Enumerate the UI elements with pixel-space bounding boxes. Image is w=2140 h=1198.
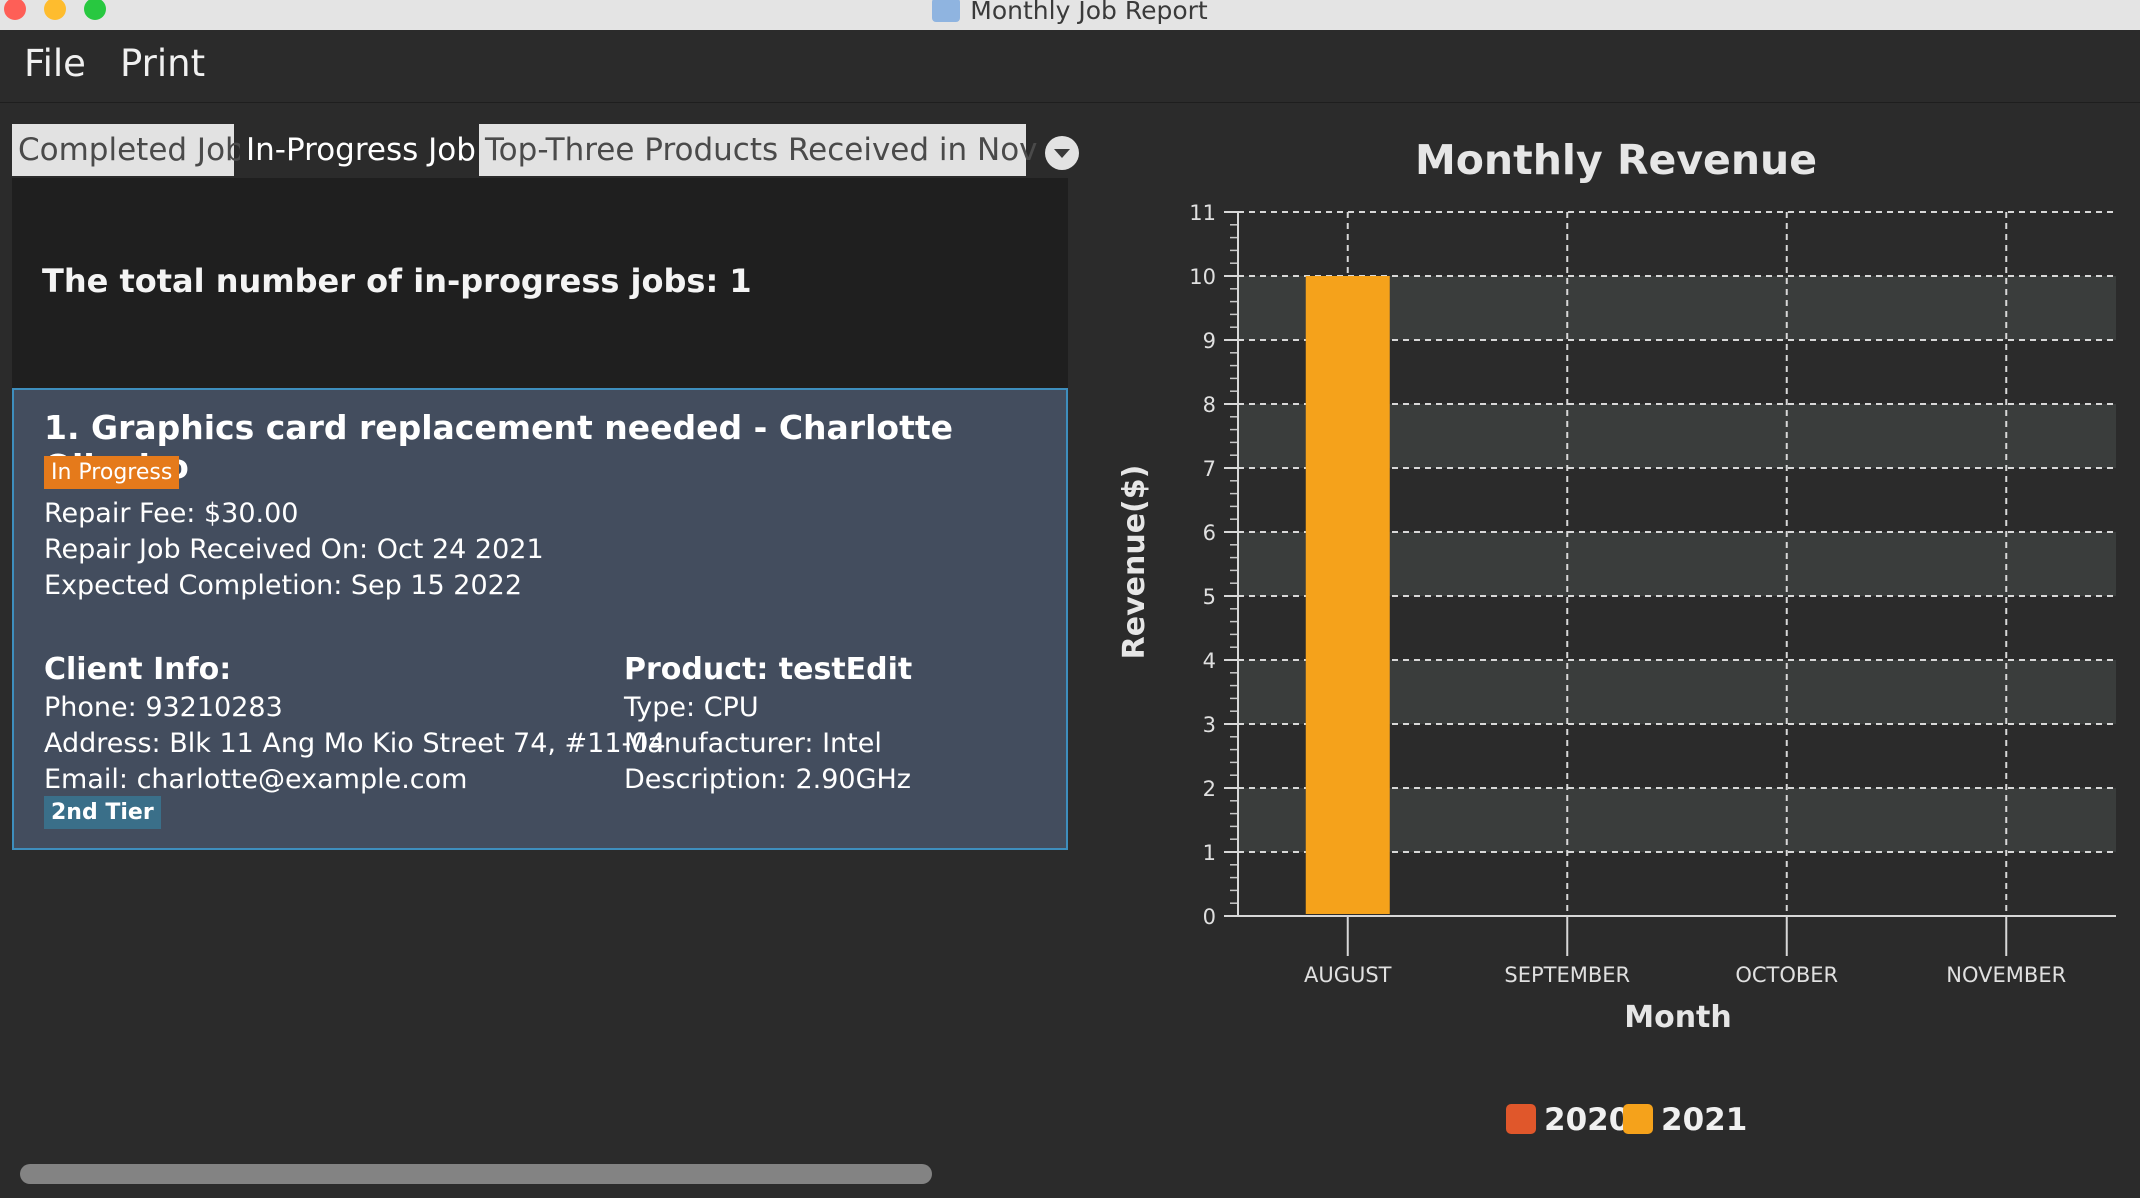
bar-2021-august — [1305, 276, 1390, 914]
product-type: Type: CPU — [624, 692, 759, 723]
received-date: Repair Job Received On: Oct 24 2021 — [44, 534, 544, 565]
x-axis-label: Month — [1624, 1000, 1732, 1035]
product-description: Description: 2.90GHz — [624, 764, 911, 795]
client-email: Email: charlotte@example.com — [44, 764, 468, 795]
y-tick-label: 7 — [1203, 457, 1216, 481]
y-tick-label: 8 — [1203, 393, 1216, 417]
window-maximize-button[interactable] — [84, 0, 106, 20]
window-title: Monthly Job Report — [970, 0, 1208, 25]
menu-print[interactable]: Print — [120, 42, 206, 85]
in-progress-count-text: The total number of in-progress jobs: 1 — [42, 262, 752, 300]
expected-completion: Expected Completion: Sep 15 2022 — [44, 570, 522, 601]
menu-file[interactable]: File — [24, 42, 86, 85]
client-phone: Phone: 93210283 — [44, 692, 283, 723]
x-tick-label: SEPTEMBER — [1504, 963, 1630, 987]
client-address: Address: Blk 11 Ang Mo Kio Street 74, #1… — [44, 728, 666, 759]
y-tick-label: 3 — [1203, 713, 1216, 737]
x-tick-label: AUGUST — [1304, 963, 1392, 987]
job-card[interactable]: 1. Graphics card replacement needed - Ch… — [12, 388, 1068, 850]
chart-legend: 2020 2021 — [1506, 1102, 1747, 1138]
y-tick-label: 2 — [1203, 777, 1216, 801]
legend-label-2020: 2020 — [1544, 1102, 1630, 1138]
menu-bar: File Print — [0, 30, 2140, 103]
tab-list-dropdown-icon[interactable] — [1045, 136, 1079, 170]
product-heading: Product: testEdit — [624, 652, 913, 687]
summary-panel: The total number of in-progress jobs: 1 — [12, 178, 1068, 388]
tier-badge: 2nd Tier — [44, 796, 161, 829]
legend-swatch-2020 — [1506, 1104, 1536, 1134]
plot-area: 0 1 2 3 4 5 6 7 8 9 10 11 AUGUST SEPTEMBER OCTOBER NOVE… — [1189, 201, 2116, 987]
window-close-button[interactable] — [4, 0, 26, 20]
monthly-revenue-chart: Monthly Revenue 0 1 2 3 4 5 6 7 8 9 10 11 AUGUST SEPT… — [1117, 136, 2116, 1138]
y-tick-label: 4 — [1203, 649, 1216, 673]
y-tick-label: 10 — [1189, 265, 1216, 289]
y-tick-label: 6 — [1203, 521, 1216, 545]
tab-in-progress-job[interactable]: In-Progress Job — [240, 124, 479, 176]
chart-title: Monthly Revenue — [1415, 136, 1817, 184]
window-title-container: Monthly Job Report — [0, 0, 2140, 25]
y-tick-label: 1 — [1203, 841, 1216, 865]
repair-fee: Repair Fee: $30.00 — [44, 498, 299, 529]
legend-swatch-2021 — [1623, 1104, 1653, 1134]
y-tick-label: 9 — [1203, 329, 1216, 353]
y-tick-label: 11 — [1189, 201, 1216, 225]
product-manufacturer: Manufacturer: Intel — [624, 728, 882, 759]
title-bar: Monthly Job Report — [0, 0, 2140, 31]
status-badge: In Progress — [44, 456, 180, 489]
app-icon — [932, 0, 961, 22]
horizontal-scrollbar[interactable] — [20, 1164, 932, 1184]
x-tick-label: NOVEMBER — [1946, 963, 2066, 987]
window-minimize-button[interactable] — [44, 0, 66, 20]
client-info-heading: Client Info: — [44, 652, 232, 687]
legend-label-2021: 2021 — [1661, 1102, 1747, 1138]
y-tick-label: 0 — [1203, 905, 1216, 929]
y-tick-label: 5 — [1203, 585, 1216, 609]
tab-completed-job[interactable]: Completed Job — [12, 124, 245, 176]
x-tick-label: OCTOBER — [1735, 963, 1838, 987]
job-title: 1. Graphics card replacement needed - Ch… — [44, 408, 953, 486]
tab-top-three-products[interactable]: Top-Three Products Received in Nov — [479, 124, 1038, 176]
y-axis-label: Revenue($) — [1117, 465, 1152, 660]
